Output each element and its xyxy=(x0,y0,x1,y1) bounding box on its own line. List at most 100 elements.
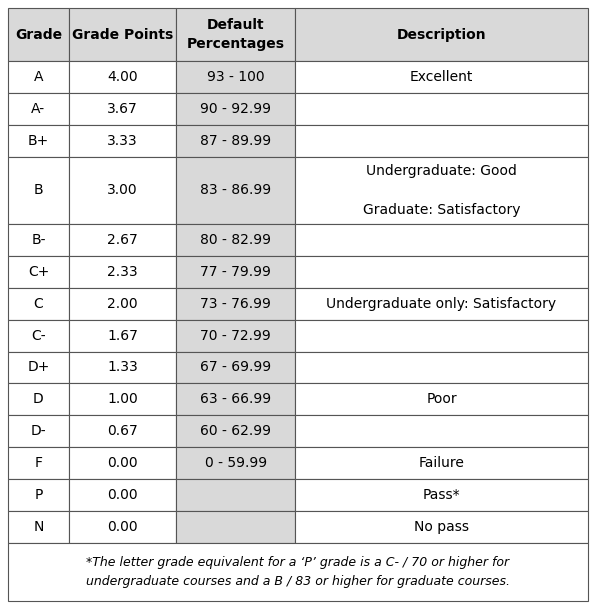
Text: 3.33: 3.33 xyxy=(107,134,138,148)
Bar xyxy=(295,125,588,157)
Bar xyxy=(176,8,295,61)
Bar xyxy=(295,320,588,351)
Bar xyxy=(8,93,69,125)
Bar xyxy=(8,256,69,287)
Text: 2.67: 2.67 xyxy=(107,233,138,247)
Bar xyxy=(295,351,588,384)
Bar xyxy=(69,8,176,61)
Bar xyxy=(69,157,176,224)
Text: C: C xyxy=(33,297,44,311)
Text: 2.00: 2.00 xyxy=(107,297,138,311)
Bar xyxy=(69,61,176,93)
Bar xyxy=(176,93,295,125)
Bar xyxy=(295,256,588,287)
Text: 0.67: 0.67 xyxy=(107,424,138,438)
Bar xyxy=(176,256,295,287)
Text: F: F xyxy=(35,456,42,470)
Text: 0 - 59.99: 0 - 59.99 xyxy=(204,456,267,470)
Text: 3.00: 3.00 xyxy=(107,183,138,197)
Text: Undergraduate: Good

Graduate: Satisfactory: Undergraduate: Good Graduate: Satisfacto… xyxy=(363,164,520,217)
Bar xyxy=(176,384,295,415)
Bar xyxy=(176,479,295,511)
Text: Excellent: Excellent xyxy=(410,70,473,84)
Bar xyxy=(69,447,176,479)
Bar xyxy=(295,511,588,543)
Bar xyxy=(69,415,176,447)
Text: Poor: Poor xyxy=(426,392,457,406)
Bar xyxy=(295,8,588,61)
Text: D+: D+ xyxy=(27,361,49,375)
Text: 1.00: 1.00 xyxy=(107,392,138,406)
Bar xyxy=(8,479,69,511)
Bar xyxy=(69,93,176,125)
Bar xyxy=(176,415,295,447)
Text: 67 - 69.99: 67 - 69.99 xyxy=(200,361,271,375)
Bar xyxy=(69,384,176,415)
Text: Default
Percentages: Default Percentages xyxy=(187,18,285,51)
Bar xyxy=(69,320,176,351)
Text: A: A xyxy=(34,70,43,84)
Bar xyxy=(295,384,588,415)
Bar xyxy=(8,125,69,157)
Bar xyxy=(69,125,176,157)
Bar xyxy=(8,415,69,447)
Bar xyxy=(8,157,69,224)
Bar xyxy=(8,61,69,93)
Text: 90 - 92.99: 90 - 92.99 xyxy=(200,102,271,116)
Text: C-: C- xyxy=(31,329,46,343)
Text: 1.67: 1.67 xyxy=(107,329,138,343)
Text: 2.33: 2.33 xyxy=(107,265,138,279)
Text: 1.33: 1.33 xyxy=(107,361,138,375)
Text: Undergraduate only: Satisfactory: Undergraduate only: Satisfactory xyxy=(327,297,557,311)
Text: *The letter grade equivalent for a ‘P’ grade is a C- / 70 or higher for
undergra: *The letter grade equivalent for a ‘P’ g… xyxy=(86,556,510,588)
Bar xyxy=(176,125,295,157)
Text: Pass*: Pass* xyxy=(423,488,460,502)
Bar xyxy=(176,224,295,256)
Bar xyxy=(8,8,69,61)
Text: A-: A- xyxy=(32,102,45,116)
Bar xyxy=(8,511,69,543)
Text: B: B xyxy=(33,183,44,197)
Bar xyxy=(69,351,176,384)
Text: B+: B+ xyxy=(28,134,49,148)
Text: Grade: Grade xyxy=(15,27,62,41)
Text: 70 - 72.99: 70 - 72.99 xyxy=(200,329,271,343)
Text: C+: C+ xyxy=(28,265,49,279)
Text: 0.00: 0.00 xyxy=(107,520,138,534)
Bar xyxy=(8,320,69,351)
Text: No pass: No pass xyxy=(414,520,469,534)
Text: Failure: Failure xyxy=(418,456,464,470)
Bar xyxy=(69,256,176,287)
Text: 0.00: 0.00 xyxy=(107,456,138,470)
Bar xyxy=(8,224,69,256)
Bar xyxy=(69,511,176,543)
Text: 87 - 89.99: 87 - 89.99 xyxy=(200,134,271,148)
Text: P: P xyxy=(34,488,43,502)
Bar xyxy=(176,61,295,93)
Bar xyxy=(176,351,295,384)
Bar xyxy=(295,415,588,447)
Text: 3.67: 3.67 xyxy=(107,102,138,116)
Bar xyxy=(295,61,588,93)
Text: D-: D- xyxy=(30,424,46,438)
Bar xyxy=(295,287,588,320)
Bar xyxy=(176,287,295,320)
Bar xyxy=(8,447,69,479)
Bar xyxy=(295,93,588,125)
Bar xyxy=(8,287,69,320)
Text: 83 - 86.99: 83 - 86.99 xyxy=(200,183,271,197)
Text: 0.00: 0.00 xyxy=(107,488,138,502)
Text: 77 - 79.99: 77 - 79.99 xyxy=(200,265,271,279)
Bar xyxy=(8,351,69,384)
Text: D: D xyxy=(33,392,44,406)
Bar xyxy=(176,157,295,224)
Bar xyxy=(8,543,588,601)
Bar xyxy=(69,224,176,256)
Bar xyxy=(295,224,588,256)
Text: Grade Points: Grade Points xyxy=(72,27,173,41)
Bar xyxy=(176,320,295,351)
Text: 80 - 82.99: 80 - 82.99 xyxy=(200,233,271,247)
Text: N: N xyxy=(33,520,44,534)
Text: 60 - 62.99: 60 - 62.99 xyxy=(200,424,271,438)
Bar xyxy=(295,157,588,224)
